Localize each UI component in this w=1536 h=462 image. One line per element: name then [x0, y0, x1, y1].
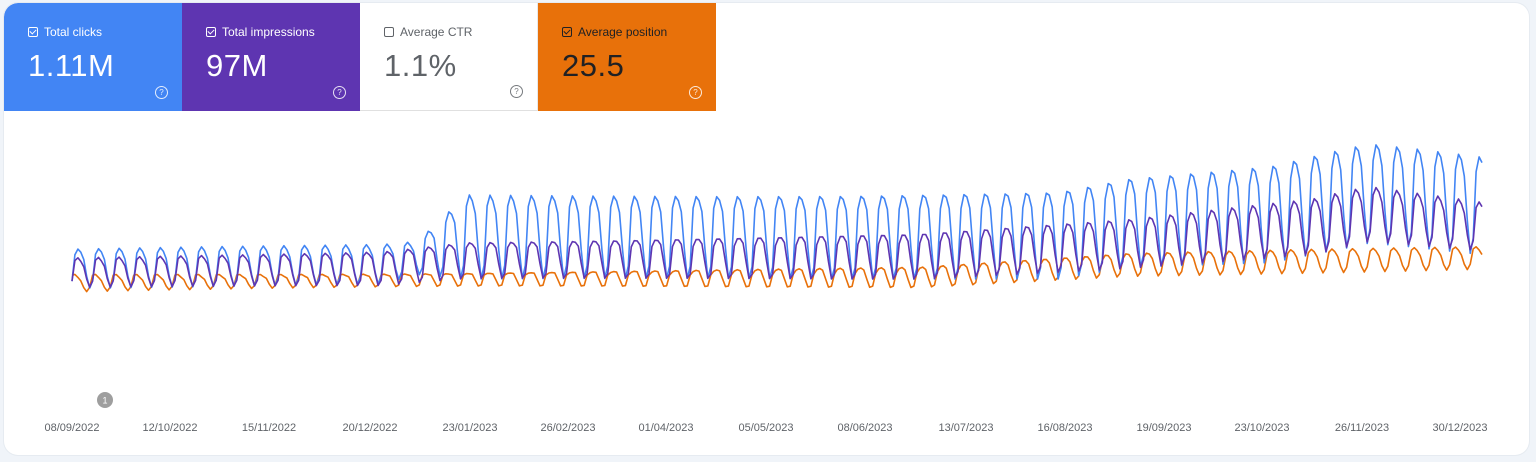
x-tick-label: 26/11/2023	[1335, 422, 1389, 434]
metric-label: Average position	[578, 25, 668, 39]
x-tick-label: 30/12/2023	[1432, 422, 1487, 434]
checkbox-icon[interactable]	[206, 27, 216, 37]
x-tick-label: 23/10/2023	[1234, 422, 1289, 434]
metric-value: 1.11M	[28, 48, 115, 83]
x-axis-ticks: 08/09/2022 12/10/2022 15/11/2022 20/12/2022…	[44, 422, 1487, 434]
annotation-circle[interactable]	[97, 392, 113, 408]
x-tick-label: 23/01/2023	[442, 422, 497, 434]
x-tick-label: 05/05/2023	[738, 422, 793, 434]
checkbox-icon[interactable]	[28, 27, 38, 37]
checkbox-icon[interactable]	[384, 27, 394, 37]
series-line-total-impressions	[71, 186, 1483, 288]
help-icon[interactable]: ?	[689, 86, 702, 99]
x-tick-label: 08/06/2023	[837, 422, 892, 434]
tile-total-clicks[interactable]: Total clicks 1.11M ?	[4, 3, 182, 111]
x-tick-label: 19/09/2023	[1136, 422, 1191, 434]
tile-header: Average position	[562, 25, 716, 39]
x-tick-label: 01/04/2023	[638, 422, 693, 434]
checkbox-icon[interactable]	[562, 27, 572, 37]
x-tick-label: 13/07/2023	[938, 422, 993, 434]
tile-average-position[interactable]: Average position 25.5 ?	[538, 3, 716, 111]
metric-value: 25.5	[562, 48, 625, 83]
metric-label: Average CTR	[400, 25, 473, 39]
x-tick-label: 12/10/2022	[142, 422, 197, 434]
tile-total-impressions[interactable]: Total impressions 97M ?	[182, 3, 360, 111]
help-icon[interactable]: ?	[155, 86, 168, 99]
help-icon[interactable]: ?	[333, 86, 346, 99]
x-tick-label: 16/08/2023	[1037, 422, 1092, 434]
metric-tiles: Total clicks 1.11M ? Total impressions 9…	[4, 3, 716, 111]
series-layer	[71, 144, 1483, 293]
metric-value: 1.1%	[384, 48, 457, 83]
performance-card: Total clicks 1.11M ? Total impressions 9…	[4, 3, 1529, 455]
performance-line-chart[interactable]: 1 08/09/2022 12/10/2022 15/11/2022 20/12/20…	[4, 123, 1529, 443]
annotation-marker[interactable]: 1	[97, 392, 113, 408]
x-tick-label: 08/09/2022	[44, 422, 99, 434]
metric-label: Total clicks	[44, 25, 103, 39]
series-line-average-position	[71, 246, 1483, 293]
tile-header: Total impressions	[206, 25, 360, 39]
tile-header: Average CTR	[384, 25, 537, 39]
annotation-label: 1	[102, 396, 107, 406]
tile-header: Total clicks	[28, 25, 182, 39]
x-tick-label: 26/02/2023	[540, 422, 595, 434]
help-icon[interactable]: ?	[510, 85, 523, 98]
metric-label: Total impressions	[222, 25, 315, 39]
x-tick-label: 15/11/2022	[242, 422, 296, 434]
x-tick-label: 20/12/2022	[342, 422, 397, 434]
metric-value: 97M	[206, 48, 268, 83]
tile-average-ctr[interactable]: Average CTR 1.1% ?	[360, 3, 538, 111]
